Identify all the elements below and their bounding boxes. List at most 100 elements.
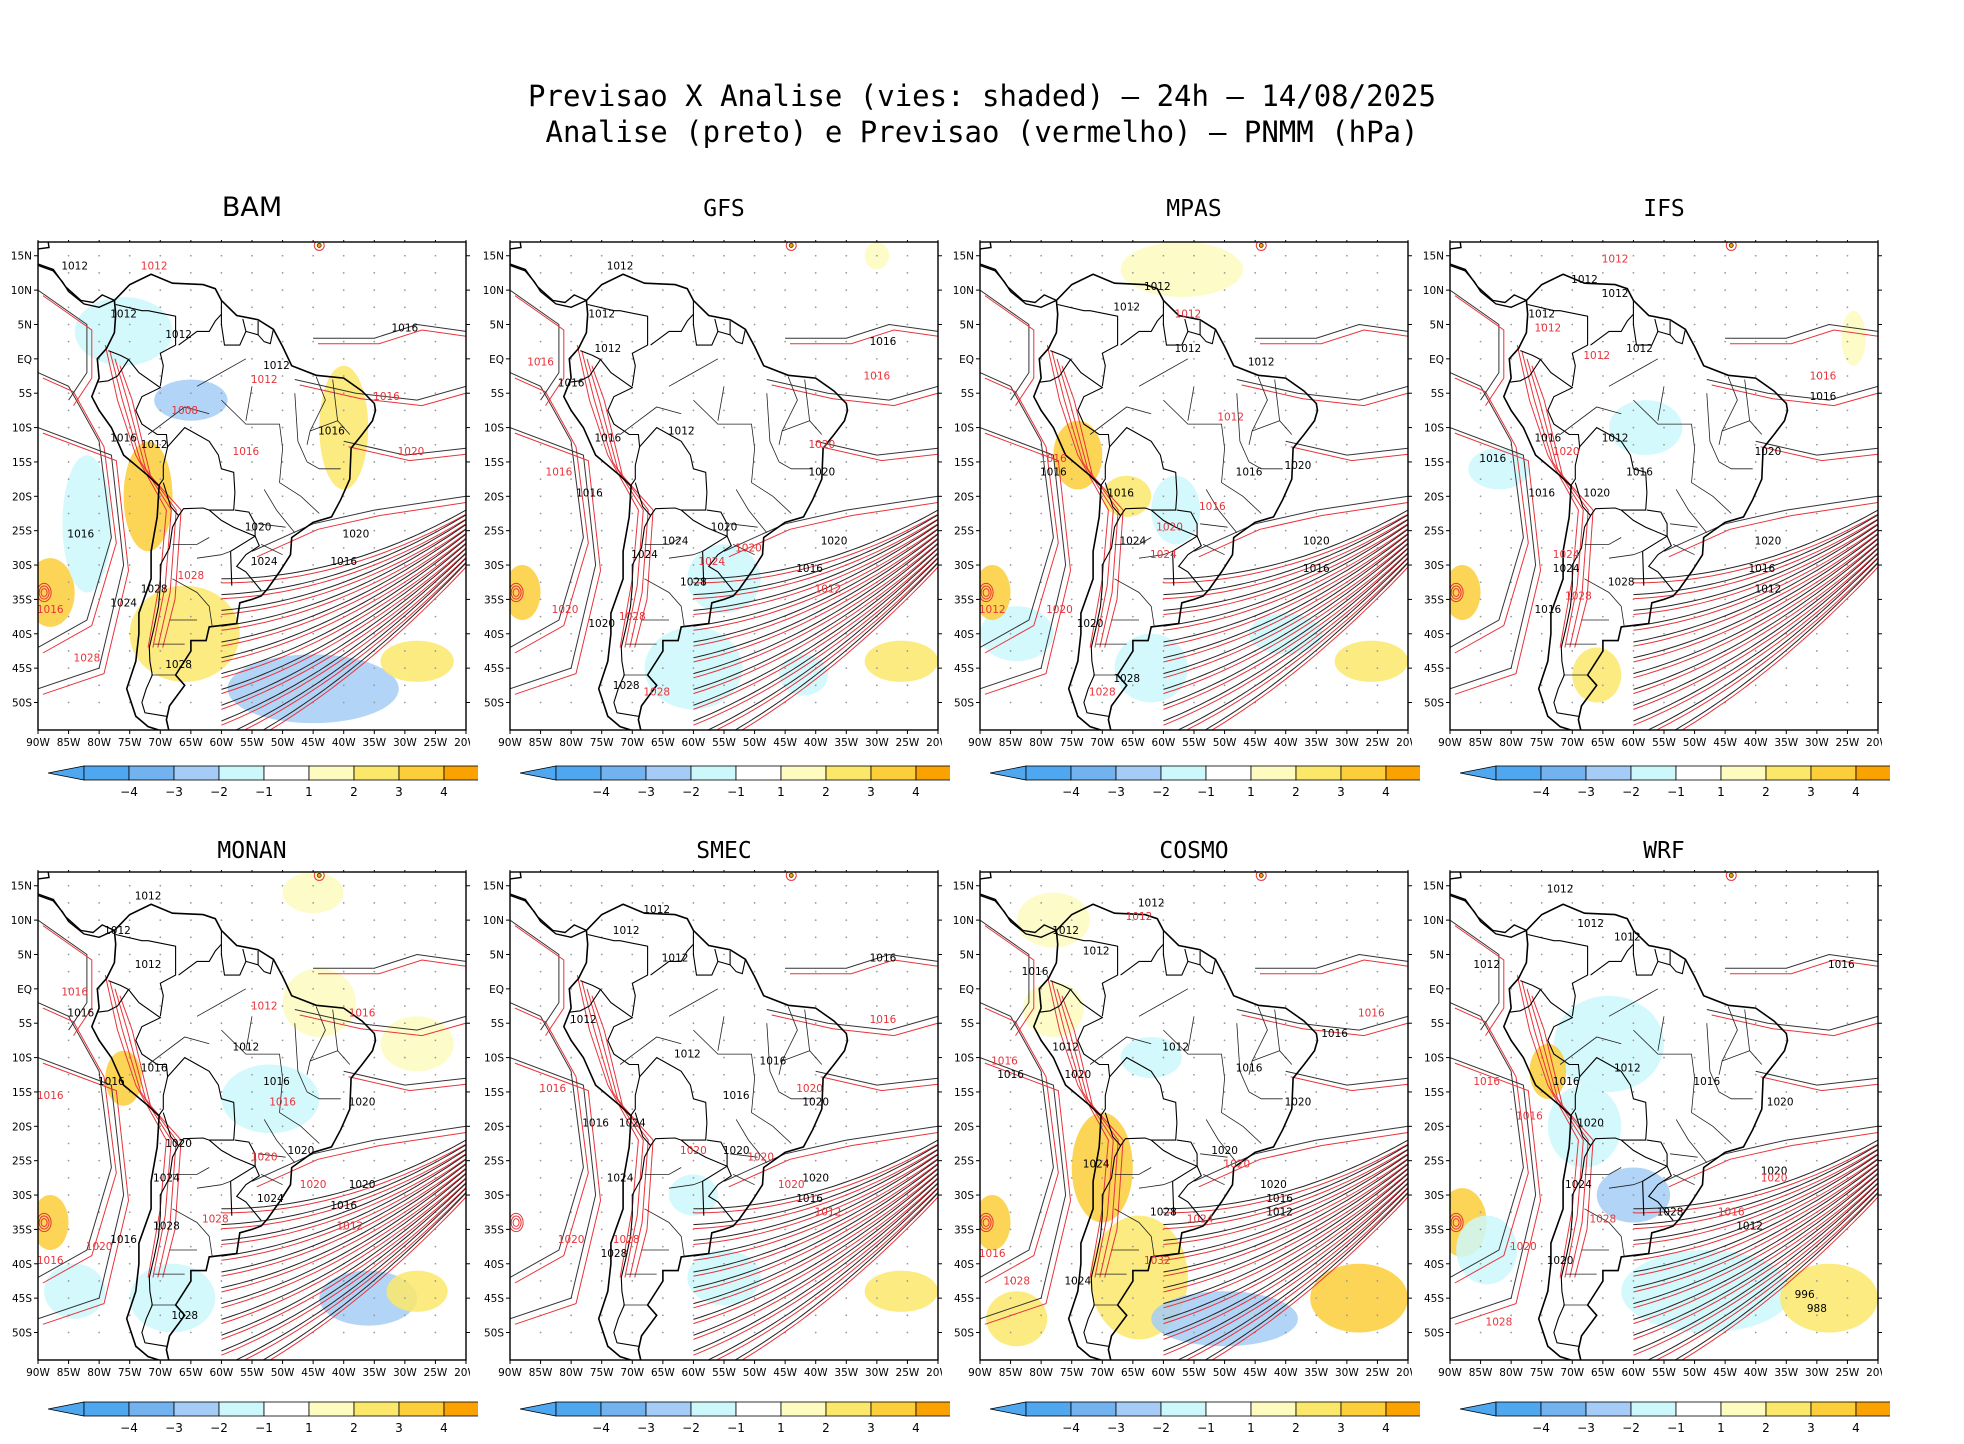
isobar-label: 1012 xyxy=(570,1014,597,1026)
bias-shading xyxy=(1102,475,1152,517)
lon-tick-label: 55W xyxy=(1182,1367,1206,1379)
country-border xyxy=(569,980,602,1013)
colorbar-tick-label: 1 xyxy=(305,785,313,799)
lat-tick-label: 45S xyxy=(484,663,504,675)
figure-title: Previsao X Analise (vies: shaded) – 24h … xyxy=(0,78,1964,150)
colorbar-segment xyxy=(1630,765,1677,781)
lat-tick-label: 15S xyxy=(1424,457,1444,469)
isobar-label: 1016 xyxy=(979,1248,1006,1260)
lon-tick-label: 35W xyxy=(1774,1367,1798,1379)
forecast-isobar xyxy=(1681,1196,1878,1360)
country-border xyxy=(242,318,247,332)
isobar-label: 1012 xyxy=(668,425,695,437)
forecast-isobar xyxy=(1633,1172,1878,1309)
isobar-label: 1024 xyxy=(607,1172,634,1184)
analysis-isobar xyxy=(1674,562,1878,730)
analysis-isobar xyxy=(693,509,938,580)
bias-shading xyxy=(1608,400,1683,456)
isobar-label: 1028 xyxy=(153,1220,180,1232)
colorbar-tick-label: −4 xyxy=(120,1421,138,1435)
isobar-label: 1012 xyxy=(1083,945,1110,957)
country-border xyxy=(1150,1139,1198,1168)
forecast-isobar xyxy=(221,1187,466,1356)
lat-tick-label: 45S xyxy=(12,1293,32,1305)
colorbar-segment xyxy=(915,1401,950,1417)
colorbar-tick-label: −3 xyxy=(165,1421,183,1435)
colorbar-segment xyxy=(443,1401,478,1417)
lon-tick-label: 60W xyxy=(1622,737,1646,749)
lon-tick-label: 25W xyxy=(1836,737,1860,749)
colorbar-tick-label: −2 xyxy=(682,1421,700,1435)
lat-tick-label: 15N xyxy=(483,251,504,263)
lat-tick-label: 35S xyxy=(954,1224,974,1236)
lon-tick-label: 35W xyxy=(834,1367,858,1379)
country-border xyxy=(1177,1165,1204,1221)
colorbar-tick-label: 1 xyxy=(1717,1421,1725,1435)
forecast-isobar xyxy=(1163,552,1408,710)
isobar-label: 1028 xyxy=(141,584,168,596)
colorbar-segment xyxy=(555,765,602,781)
lat-tick-label: 35S xyxy=(484,594,504,606)
forecast-isobar xyxy=(1633,537,1878,663)
isobar-label: 1016 xyxy=(1810,370,1837,382)
country-border xyxy=(1184,318,1189,332)
analysis-isobar xyxy=(1163,1173,1408,1320)
lat-tick-label: 10S xyxy=(12,1053,32,1065)
coastline xyxy=(1502,903,1789,1360)
forecast-isobar xyxy=(221,1143,466,1214)
forecast-isobar xyxy=(693,542,938,679)
country-border xyxy=(692,314,746,346)
isobar-label: 1016 xyxy=(1534,432,1561,444)
lat-tick-label: 45S xyxy=(1424,1293,1444,1305)
isobar-label: 1008 xyxy=(171,405,198,417)
country-border xyxy=(587,303,649,387)
lat-tick-label: 10N xyxy=(11,285,32,297)
analysis-isobar xyxy=(1163,1168,1408,1305)
colorbar-segment xyxy=(173,1401,220,1417)
colorbar-tick-label: −4 xyxy=(1532,1421,1550,1435)
colorbar-tick-label: −4 xyxy=(592,785,610,799)
country-border xyxy=(1590,300,1634,346)
isobar-label: 1012 xyxy=(251,374,278,386)
isobar-label: 1016 xyxy=(796,1193,823,1205)
bias-shading xyxy=(154,379,228,421)
lat-tick-label: 35S xyxy=(484,1224,504,1236)
colorbar-tick-label: 1 xyxy=(777,785,785,799)
isobar-label: 1012 xyxy=(588,309,615,321)
isobar-label: 1020 xyxy=(1510,1241,1537,1253)
isobar-label: 1028 xyxy=(171,1310,198,1322)
isobar-label: 1020 xyxy=(1211,1145,1238,1157)
lon-tick-label: 55W xyxy=(1182,737,1206,749)
colorbar-tick-label: −3 xyxy=(637,785,655,799)
isobar-label: 1016 xyxy=(870,952,897,964)
analysis-isobar xyxy=(1633,538,1878,675)
isobar-label: 1012 xyxy=(1602,288,1629,300)
colorbar-segment xyxy=(1160,1401,1207,1417)
bias-shading xyxy=(38,558,75,627)
lon-tick-label: 65W xyxy=(179,737,203,749)
analysis-isobar xyxy=(1163,533,1408,659)
analysis-isobar xyxy=(1163,553,1408,722)
map-panel-cosmo: 1012 1012 1012 1012 1016 1016 1016 1012 1012 1016… xyxy=(953,870,1412,1379)
isobar-label: 1024 xyxy=(251,556,278,568)
lat-tick-label: 15N xyxy=(11,251,32,263)
colorbar-segment xyxy=(1675,765,1722,781)
isobar-label: 1016 xyxy=(269,1097,296,1109)
isobar-label: 1028 xyxy=(601,1248,628,1260)
analysis-isobar xyxy=(1633,1173,1878,1320)
coastline xyxy=(1032,903,1319,1360)
lat-tick-label: 5S xyxy=(1431,388,1445,400)
bias-shading xyxy=(227,654,399,724)
lat-tick-label: 10N xyxy=(1423,285,1444,297)
country-border xyxy=(1083,515,1122,717)
lat-tick-label: 10N xyxy=(953,285,974,297)
forecast-isobar xyxy=(1633,513,1878,584)
isobar-label: 1020 xyxy=(1755,535,1782,547)
bias-shading xyxy=(44,1263,106,1319)
colorbar-segment xyxy=(1250,1401,1297,1417)
colorbar-tick-label: 3 xyxy=(867,1421,875,1435)
lat-tick-label: 5N xyxy=(959,319,974,331)
lat-tick-label: 10N xyxy=(483,285,504,297)
lon-tick-label: 60W xyxy=(682,1367,706,1379)
lon-tick-label: 40W xyxy=(1744,737,1768,749)
